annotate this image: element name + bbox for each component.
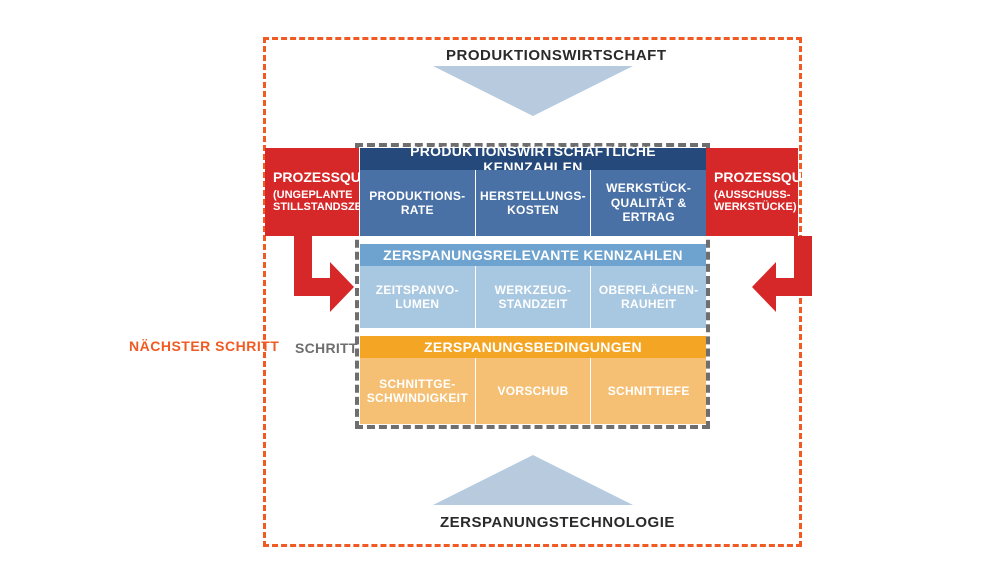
group-cell: HERSTELLUNGS-KOSTEN xyxy=(476,170,591,236)
triangle-bottom xyxy=(433,455,633,505)
process-quality-right: PROZESSQUALITÄT (AUSSCHUSS-WERKSTÜCKE) xyxy=(706,148,798,236)
group-cell: WERKSTÜCK-QUALITÄT &ERTRAG xyxy=(591,170,706,236)
group-cell: WERKZEUG-STANDZEIT xyxy=(476,266,591,328)
group-cell: VORSCHUB xyxy=(476,358,591,424)
pq-right-sub: (AUSSCHUSS-WERKSTÜCKE) xyxy=(714,189,790,214)
group-cell: OBERFLÄCHEN-RAUHEIT xyxy=(591,266,706,328)
next-step-label: NÄCHSTER SCHRITT xyxy=(129,338,279,354)
triangle-top xyxy=(433,66,633,116)
top-section-label: PRODUKTIONSWIRTSCHAFT xyxy=(446,47,667,64)
group-cell: PRODUKTIONS-RATE xyxy=(360,170,475,236)
group-row: ZEITSPANVO-LUMENWERKZEUG-STANDZEITOBERFL… xyxy=(360,266,706,328)
group-header: PRODUKTIONSWIRTSCHAFTLICHE KENNZAHLEN xyxy=(360,148,706,170)
group-row: SCHNITTGE-SCHWINDIGKEITVORSCHUBSCHNITTIE… xyxy=(360,358,706,424)
group-header: ZERSPANUNGSBEDINGUNGEN xyxy=(360,336,706,358)
arrow-right xyxy=(750,236,830,316)
group-header: ZERSPANUNGSRELEVANTE KENNZAHLEN xyxy=(360,244,706,266)
arrow-left xyxy=(276,236,356,316)
group-cell: SCHNITTGE-SCHWINDIGKEIT xyxy=(360,358,475,424)
group-row: PRODUKTIONS-RATEHERSTELLUNGS-KOSTENWERKS… xyxy=(360,170,706,236)
bottom-section-label: ZERSPANUNGSTECHNOLOGIE xyxy=(440,514,675,531)
group-cell: SCHNITTIEFE xyxy=(591,358,706,424)
process-quality-left: PROZESSQUALITÄT (UNGEPLANTE STILLSTANDSZ… xyxy=(265,148,359,236)
pq-right-title: PROZESSQUALITÄT xyxy=(714,170,790,185)
pq-left-sub: (UNGEPLANTE STILLSTANDSZEIT) xyxy=(273,189,351,214)
pq-left-title: PROZESSQUALITÄT xyxy=(273,170,351,185)
group-cell: ZEITSPANVO-LUMEN xyxy=(360,266,475,328)
schritt-label: SCHRITT xyxy=(295,340,358,356)
